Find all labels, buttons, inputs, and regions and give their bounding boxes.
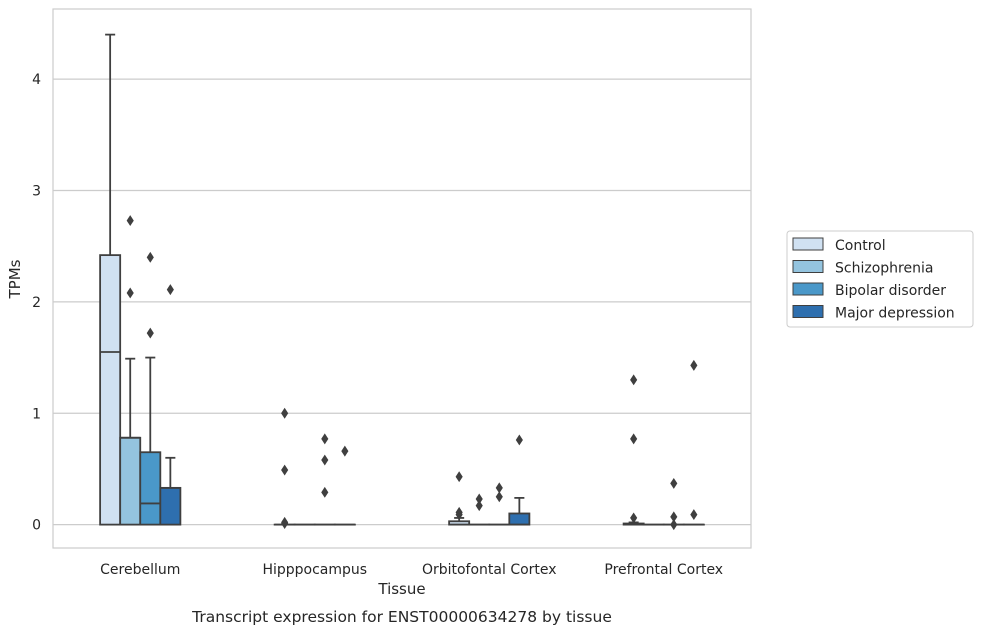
plot-frame [52, 8, 752, 549]
box [508, 512, 531, 526]
outlier-point [281, 407, 289, 419]
box-group [508, 434, 531, 526]
box [139, 451, 162, 526]
x-tick-label: Orbitofontal Cortex [422, 562, 557, 578]
outlier-point [126, 215, 134, 227]
y-axis-label: TPMs [6, 259, 24, 299]
y-tick-labels: 0 1 2 3 4 [32, 72, 41, 533]
box-group [159, 284, 182, 526]
outlier-point [630, 512, 638, 524]
legend-label: Bipolar disorder [835, 283, 946, 299]
outlier-point [670, 477, 678, 489]
legend-frame [786, 230, 974, 328]
box-group [662, 477, 685, 531]
box-group [682, 359, 705, 526]
outlier-point [455, 471, 463, 483]
box-group [313, 433, 336, 526]
outlier-point [321, 433, 329, 445]
legend-swatch [792, 282, 824, 296]
x-tick-label: Cerebellum [100, 562, 180, 578]
outlier-point [475, 500, 483, 512]
legend-swatch [792, 237, 824, 251]
legend-label: Schizophrenia [835, 261, 933, 277]
chart-caption: Transcript expression for ENST0000063427… [191, 608, 612, 626]
outlier-point [166, 284, 174, 296]
outlier-point [281, 518, 289, 529]
outlier-point [455, 509, 463, 521]
outlier-point [495, 491, 503, 503]
box-plot-marks [99, 33, 705, 531]
box-group [622, 374, 645, 526]
outlier-point [690, 509, 698, 521]
box-group [273, 407, 296, 529]
outlier-point [321, 454, 329, 466]
outlier-point [475, 493, 483, 505]
box-group [468, 493, 491, 526]
x-axis-label: Tissue [377, 580, 425, 598]
y-tick-label: 2 [32, 295, 41, 311]
outlier-point [630, 433, 638, 445]
y-tick-label: 1 [32, 406, 41, 422]
outlier-point [670, 511, 678, 523]
legend-label: Control [835, 238, 886, 254]
legend: Control Schizophrenia Bipolar disorder Majo… [786, 230, 974, 328]
outlier-point [670, 519, 678, 531]
box-group [448, 471, 471, 526]
legend-label: Major depression [835, 306, 955, 322]
outlier-point [630, 374, 638, 386]
box-group [488, 482, 511, 526]
box [159, 486, 182, 526]
outlier-point [126, 287, 134, 299]
x-tick-label: Prefrontal Cortex [604, 562, 723, 578]
box-group [99, 33, 122, 526]
outlier-point [495, 482, 503, 494]
box [99, 254, 122, 526]
outlier-point [515, 434, 523, 446]
outlier-point [341, 445, 349, 457]
outlier-point [321, 486, 329, 498]
legend-swatch [792, 305, 824, 318]
outlier-point [146, 251, 154, 263]
legend-swatch [792, 260, 824, 273]
x-tick-label: Hipppocampus [262, 562, 367, 578]
y-tick-label: 3 [32, 184, 41, 200]
outlier-point [690, 359, 698, 371]
x-tick-labels: Cerebellum Hipppocampus Orbitofontal Corte… [100, 562, 723, 578]
box-group [333, 445, 356, 526]
box-group [119, 215, 142, 526]
outlier-point [146, 327, 154, 339]
box [119, 436, 142, 526]
outlier-point [281, 464, 289, 476]
y-tick-label: 0 [32, 518, 41, 534]
box-group [139, 251, 162, 526]
y-tick-label: 4 [32, 72, 41, 88]
